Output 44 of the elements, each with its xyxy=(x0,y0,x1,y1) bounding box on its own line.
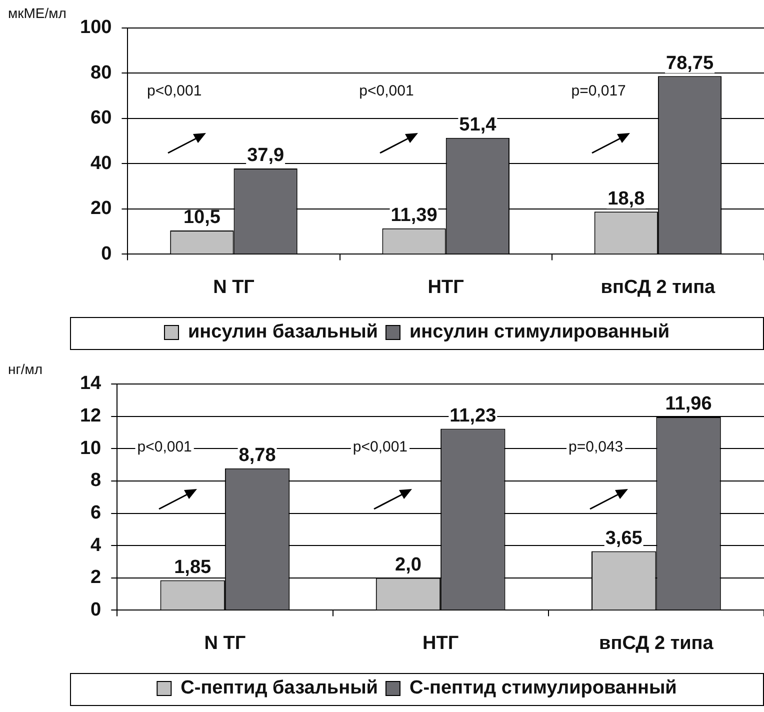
legend-label: инсулин базальный xyxy=(188,322,378,343)
y-tick-label: 12 xyxy=(80,406,102,427)
data-label: 11,23 xyxy=(450,405,496,426)
y-tick-label: 6 xyxy=(90,502,102,524)
annotation: p=0,043 xyxy=(568,438,624,456)
y-tick-label: 10 xyxy=(80,438,102,459)
data-label: 2,0 xyxy=(395,554,422,576)
y-tick-label: 0 xyxy=(90,599,102,620)
y-tick-label: 0 xyxy=(101,243,112,264)
data-label: 3,65 xyxy=(605,528,643,549)
legend-label: инсулин стимулированный xyxy=(409,322,670,343)
x-tick-label: НТГ xyxy=(428,276,464,298)
data-label: 51,4 xyxy=(459,114,497,136)
annotation: p<0,001 xyxy=(137,438,192,456)
data-label: 11,39 xyxy=(390,205,438,226)
data-label: 37,9 xyxy=(247,145,284,166)
y-tick-label: 80 xyxy=(90,62,112,84)
y-tick-label: 14 xyxy=(80,373,102,394)
data-label: 18,8 xyxy=(608,188,645,210)
legend-label: С-пептид базальный xyxy=(180,678,378,699)
y-tick-label: 60 xyxy=(90,108,112,129)
x-tick-label: впСД 2 типа xyxy=(600,276,716,298)
annotation: p<0,001 xyxy=(147,82,202,100)
data-label: 10,5 xyxy=(183,207,221,228)
data-label: 1,85 xyxy=(174,557,212,578)
y-axis-title: мкМЕ/мл xyxy=(8,4,66,21)
x-tick-label: впСД 2 типа xyxy=(599,632,714,654)
y-axis-title: нг/мл xyxy=(8,360,43,377)
x-tick-label: N ТГ xyxy=(213,276,255,298)
annotation: p<0,001 xyxy=(359,82,414,100)
data-label: 78,75 xyxy=(666,52,714,74)
x-tick-label: НТГ xyxy=(422,632,459,654)
data-label: 8,78 xyxy=(238,445,276,466)
y-tick-label: 100 xyxy=(80,17,112,38)
annotation: p=0,017 xyxy=(571,82,626,100)
legend-label: С-пептид стимулированный xyxy=(409,678,677,699)
data-label: 11,96 xyxy=(665,394,712,415)
y-tick-label: 40 xyxy=(90,152,112,174)
annotation: p<0,001 xyxy=(352,438,408,456)
y-tick-label: 8 xyxy=(90,470,102,492)
y-tick-label: 4 xyxy=(90,534,102,556)
y-tick-label: 20 xyxy=(90,198,112,220)
y-tick-label: 2 xyxy=(90,567,102,588)
x-tick-label: N ТГ xyxy=(204,632,246,654)
